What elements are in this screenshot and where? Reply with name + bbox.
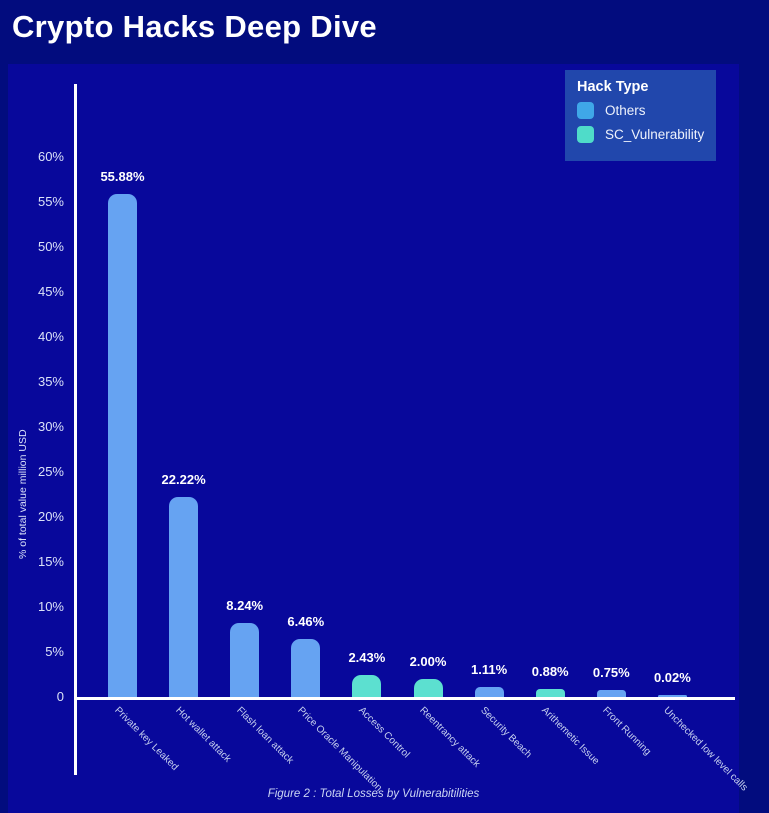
legend-item-label: Others [605,103,646,118]
bar [352,675,382,697]
sc-vulnerability-swatch-icon [577,126,594,143]
bar [596,690,626,697]
y-tick-label: 50% [37,239,64,254]
bar [108,194,137,697]
y-tick-label: 0 [56,689,64,704]
bar-value-label: 2.43% [348,650,386,666]
bar [535,689,565,697]
x-tick-label: Private key Leaked [111,705,180,773]
y-axis-spine [74,84,77,775]
page-title: Crypto Hacks Deep Dive [12,9,377,44]
x-tick-label: Front Running [600,705,654,758]
bar [413,679,443,697]
figure-caption: Figure 2 : Total Losses by Vulnerabitili… [267,788,480,800]
x-tick-label: Flash loan attack [233,705,296,767]
x-tick-label: Reentrancy attack [417,705,482,770]
y-tick-label: 30% [37,419,64,434]
bar-value-label: 1.11% [471,662,508,678]
y-tick-label: 10% [37,599,64,614]
bar-value-label: 55.88% [100,169,145,185]
x-tick-label: Unchecked low level calls [661,705,750,794]
bar-value-label: 6.46% [287,613,325,629]
y-tick-label: 35% [37,374,64,389]
x-tick-label: Hot wallet attack [172,705,233,765]
bar-value-label: 0.02% [653,669,691,685]
bar [474,687,504,697]
x-tick-label: Access Control [356,705,412,761]
legend-item-label: SC_Vulnerability [605,127,705,142]
legend-title: Hack Type [577,79,649,95]
y-tick-label: 40% [37,329,64,344]
others-swatch-icon [577,102,594,119]
bar [657,694,687,697]
bar-value-label: 0.88% [531,664,569,680]
x-tick-label: Arithemetic Issue [539,705,602,768]
bar-value-label: 2.00% [409,654,447,669]
y-tick-label: 20% [37,509,64,524]
y-tick-label: 60% [37,149,64,164]
bar [230,622,260,697]
bar-value-label: 8.24% [226,597,264,613]
legend-item-others[interactable]: Others [577,102,704,119]
y-tick-label: 55% [37,194,64,209]
bar-value-label: 22.22% [161,472,206,488]
y-tick-label: 25% [37,464,64,479]
x-tick-label: Security Beach [478,705,534,761]
plot-area: 55.88% 22.22% 8.24% 6.46% 2.43% 2.00% 1.11% 0.8… [75,84,735,700]
bar [291,638,321,697]
bar [169,497,199,697]
y-tick-label: 45% [37,284,64,299]
bar-value-label: 0.75% [592,665,630,681]
legend: Hack Type Others SC_Vulnerability [565,70,716,161]
y-tick-label: 5% [45,644,64,659]
chart-panel: Hack Type Others SC_Vulnerability % of t… [8,64,750,813]
x-axis-line [75,697,735,700]
y-tick-label: 15% [37,554,64,569]
legend-item-sc-vulnerability[interactable]: SC_Vulnerability [577,126,704,143]
